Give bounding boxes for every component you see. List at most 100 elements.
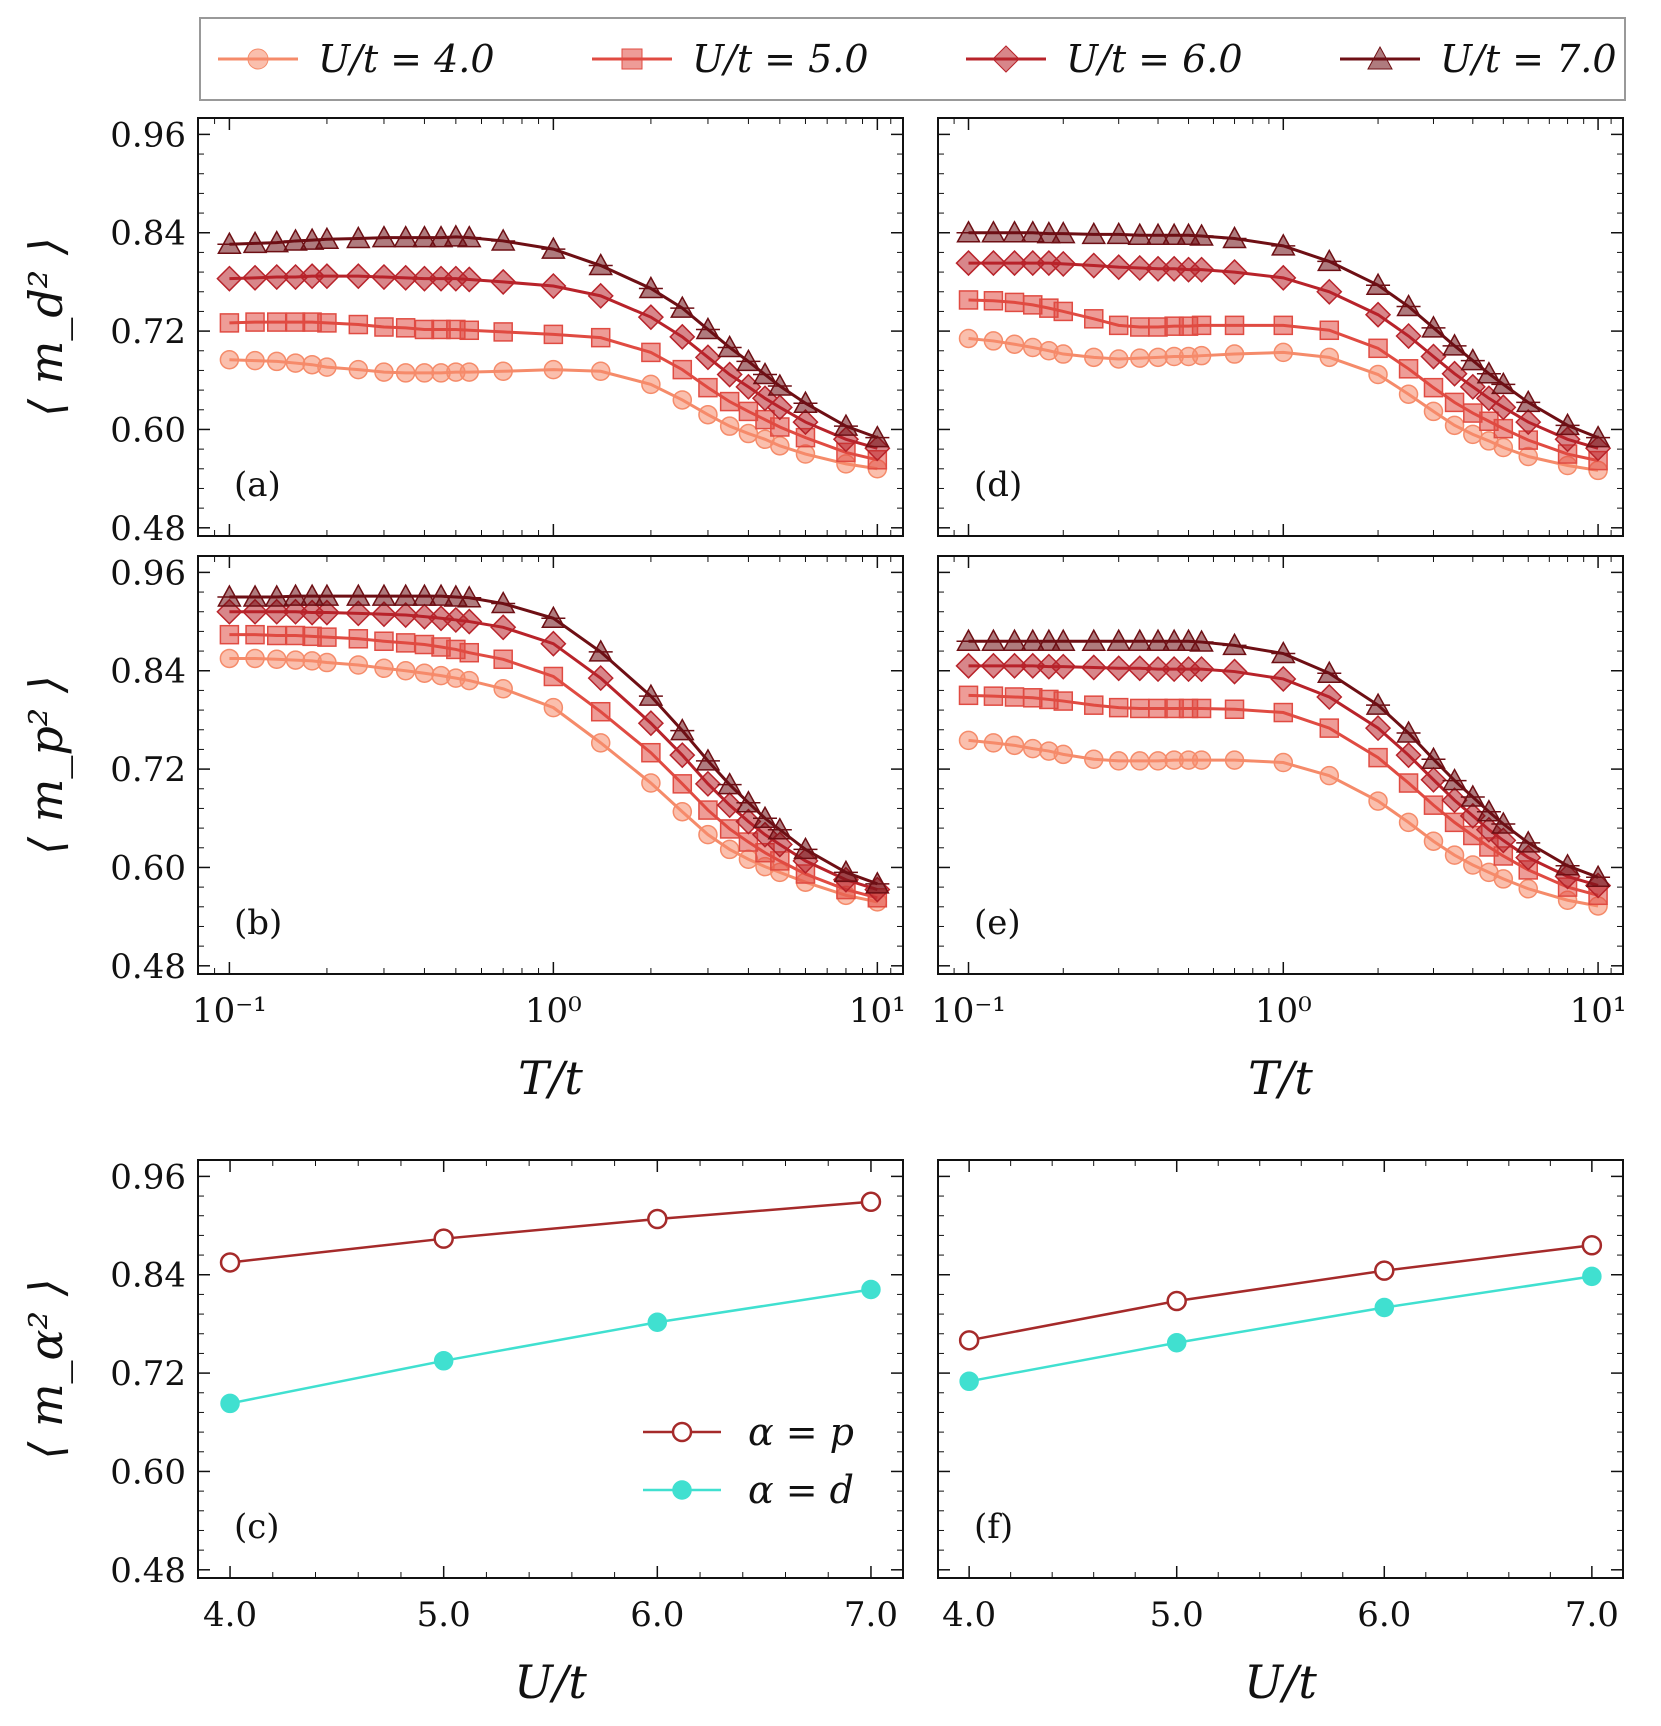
- data-point: [1476, 361, 1502, 384]
- data-point: [1084, 695, 1104, 715]
- data-point: [217, 584, 242, 607]
- panel-frame-f: [937, 1159, 1624, 1579]
- y-axis-label: ⟨ m_p² ⟩: [19, 675, 73, 855]
- data-point: [395, 633, 416, 653]
- data-point: [1420, 343, 1447, 370]
- data-point: [219, 624, 240, 645]
- series-c-0: [219, 1191, 882, 1273]
- data-point: [1491, 371, 1516, 395]
- data-point: [395, 318, 416, 338]
- data-point: [861, 1279, 881, 1300]
- data-point: [981, 628, 1006, 651]
- data-point: [459, 670, 480, 691]
- data-point: [490, 228, 516, 251]
- data-point: [490, 268, 517, 295]
- data-point: [348, 629, 369, 649]
- data-point: [264, 584, 290, 607]
- data-point: [541, 236, 566, 259]
- data-point: [1270, 665, 1297, 693]
- data-point: [695, 748, 721, 771]
- data-point: [285, 312, 306, 332]
- data-point: [1396, 293, 1421, 317]
- data-point: [1126, 655, 1153, 682]
- y-tick-label: 0.72: [110, 750, 186, 790]
- data-point: [245, 350, 265, 371]
- data-point: [1273, 702, 1294, 723]
- data-point: [219, 350, 240, 370]
- data-point: [672, 359, 693, 380]
- data-point: [1188, 656, 1215, 683]
- data-point: [371, 583, 397, 606]
- y-tick-label: 0.48: [110, 947, 186, 987]
- data-point: [983, 733, 1004, 753]
- data-point: [543, 359, 564, 380]
- data-point: [490, 590, 516, 614]
- data-point: [1020, 628, 1046, 651]
- legend-label-u5: U/t = 5.0: [692, 37, 869, 81]
- inner-legend-label-d: α = d: [748, 1468, 854, 1512]
- data-point: [541, 605, 566, 629]
- data-point: [1050, 628, 1076, 651]
- data-point: [1365, 272, 1391, 295]
- data-point: [1271, 233, 1296, 256]
- data-point: [767, 373, 793, 396]
- y-axis-label: ⟨ m_d² ⟩: [19, 237, 73, 417]
- x-tick-label: 10⁰: [525, 991, 582, 1031]
- y-tick-label: 0.48: [110, 509, 186, 549]
- series-e-3: [956, 628, 1611, 888]
- data-point: [738, 401, 759, 422]
- data-point: [865, 425, 890, 448]
- data-point: [955, 652, 982, 679]
- data-point: [1442, 768, 1467, 791]
- data-point: [1515, 830, 1541, 853]
- data-point: [958, 730, 979, 751]
- data-point: [1081, 221, 1107, 245]
- data-point: [374, 362, 394, 382]
- data-point: [1555, 412, 1580, 436]
- data-point: [1224, 344, 1245, 364]
- data-point: [414, 663, 435, 683]
- data-point: [719, 391, 740, 412]
- data-point: [1423, 401, 1444, 422]
- data-point: [543, 324, 564, 345]
- panel-frame-c: [197, 1159, 904, 1579]
- data-point: [717, 772, 742, 795]
- panel-frame-e: [937, 555, 1624, 975]
- series-e-2: [955, 652, 1612, 899]
- data-point: [980, 652, 1007, 679]
- data-point: [1491, 811, 1516, 834]
- legend-marker-u5: [621, 48, 643, 70]
- data-point: [1130, 317, 1150, 337]
- y-tick-label: 0.60: [110, 410, 186, 450]
- data-point: [717, 334, 742, 358]
- panel-frame-d: [937, 117, 1624, 537]
- data-point: [638, 275, 664, 299]
- data-point: [1493, 418, 1514, 439]
- x-tick-label: 10⁻¹: [931, 991, 1006, 1031]
- data-point: [1319, 320, 1340, 341]
- data-point: [647, 1208, 668, 1230]
- data-point: [1444, 392, 1465, 413]
- data-point: [1585, 864, 1611, 888]
- data-point: [698, 377, 718, 398]
- y-tick-label: 0.48: [110, 1551, 186, 1591]
- data-point: [264, 230, 290, 253]
- data-point: [317, 313, 337, 333]
- data-point: [1423, 795, 1444, 815]
- inner-legend-marker-d: [672, 1480, 692, 1500]
- x-tick-label: 10⁻¹: [192, 991, 267, 1031]
- data-point: [833, 413, 859, 436]
- series-d-3: [956, 220, 1611, 448]
- legend: U/t = 4.0 U/t = 5.0 U/t = 6.0 U/t = 7.0: [199, 17, 1626, 101]
- data-point: [1460, 348, 1486, 371]
- data-point: [242, 584, 268, 607]
- data-point: [1004, 687, 1025, 707]
- data-point: [1084, 347, 1104, 368]
- data-point: [345, 263, 372, 290]
- data-point: [1108, 315, 1129, 336]
- y-tick-label: 0.60: [110, 1452, 186, 1492]
- y-tick-label: 0.84: [110, 652, 186, 692]
- data-point: [1273, 342, 1294, 363]
- data-point: [983, 291, 1004, 311]
- data-point: [694, 344, 722, 371]
